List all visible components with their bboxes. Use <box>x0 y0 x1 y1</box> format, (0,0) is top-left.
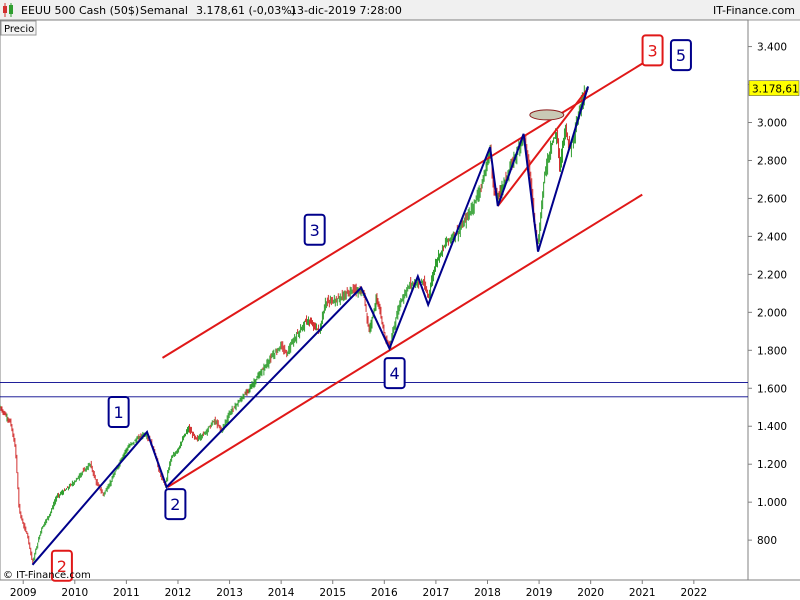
x-tick-label: 2020 <box>577 587 604 599</box>
header-bar <box>0 0 800 20</box>
x-tick-label: 2013 <box>216 587 243 599</box>
x-tick-label: 2015 <box>319 587 346 599</box>
wave-label-1: 2 <box>170 495 180 514</box>
elliott-wave-lines <box>31 86 590 566</box>
last-price-tag-text: 3.178,61 <box>752 84 799 96</box>
ellipse-mark <box>529 109 565 121</box>
y-tick-label: 1.800 <box>757 345 787 357</box>
wave-label-5: 3 <box>647 41 657 60</box>
wave-line-0 <box>31 86 590 566</box>
x-tick-label: 2019 <box>526 587 553 599</box>
y-tick-label: 1.400 <box>757 421 787 433</box>
y-tick-label: 2.400 <box>757 231 787 243</box>
y-tick-label: 1.000 <box>757 497 787 509</box>
y-tick-label: 1.600 <box>757 383 787 395</box>
panel-label-box <box>0 20 37 36</box>
wave-label-box-3 <box>383 357 406 390</box>
y-tick-label: 2.800 <box>757 155 787 167</box>
x-tick-label: 2010 <box>61 587 88 599</box>
time-axis: 2009 2010 2011 2012 2013 2014 2015 2016 2017 2018… <box>10 580 707 599</box>
wave-label-box-5 <box>641 34 664 67</box>
x-tick-label: 2021 <box>629 587 656 599</box>
watermark: © IT-Finance.com <box>3 570 91 581</box>
x-tick-label: 2014 <box>268 587 295 599</box>
x-tick-label: 2012 <box>165 587 192 599</box>
x-tick-label: 2018 <box>474 587 501 599</box>
wave-label-box-6 <box>50 549 73 582</box>
y-tick-label: 2.600 <box>757 193 787 205</box>
y-tick-label: 3.000 <box>757 118 787 130</box>
panel-label: Precio <box>4 24 34 35</box>
ellipse-marker <box>529 109 565 121</box>
x-tick-label: 2011 <box>113 587 140 599</box>
wave-label-3: 4 <box>390 364 400 383</box>
y-tick-label: 2.200 <box>757 269 787 281</box>
channel-line-1 <box>167 193 643 488</box>
wave-label-box-1 <box>164 488 187 521</box>
wave-label-box-0 <box>107 396 130 428</box>
price-axis: 800 1.000 1.200 1.400 1.600 1.800 2.000 2.200 2.… <box>748 42 787 547</box>
header-datetime: 13-dic-2019 7:28:00 <box>290 4 402 17</box>
x-tick-label: 2009 <box>10 587 37 599</box>
wave-label-0: 1 <box>114 403 124 422</box>
candle-icon <box>3 3 13 17</box>
wave-label-box-4 <box>669 39 692 72</box>
y-tick-label: 800 <box>757 535 777 547</box>
x-tick-label: 2022 <box>680 587 707 599</box>
wave-label-box-2 <box>303 213 326 246</box>
y-tick-label: 2.000 <box>757 307 787 319</box>
wave-label-4: 5 <box>676 46 686 65</box>
y-tick-label: 3.400 <box>757 42 787 54</box>
channel-line-2 <box>497 87 589 207</box>
x-tick-label: 2017 <box>423 587 450 599</box>
last-price-tag <box>748 80 800 96</box>
x-tick-label: 2016 <box>371 587 398 599</box>
instrument-name: EEUU 500 Cash (50$) <box>21 4 139 17</box>
timeframe-label: Semanal <box>140 4 188 17</box>
wave-label-6: 2 <box>57 557 67 576</box>
y-tick-label: 1.200 <box>757 459 787 471</box>
header-site: IT-Finance.com <box>713 4 795 17</box>
plot-area <box>0 19 749 581</box>
wave-label-2: 3 <box>310 221 320 240</box>
last-price-change: 3.178,61 (-0,03%) <box>196 4 296 17</box>
